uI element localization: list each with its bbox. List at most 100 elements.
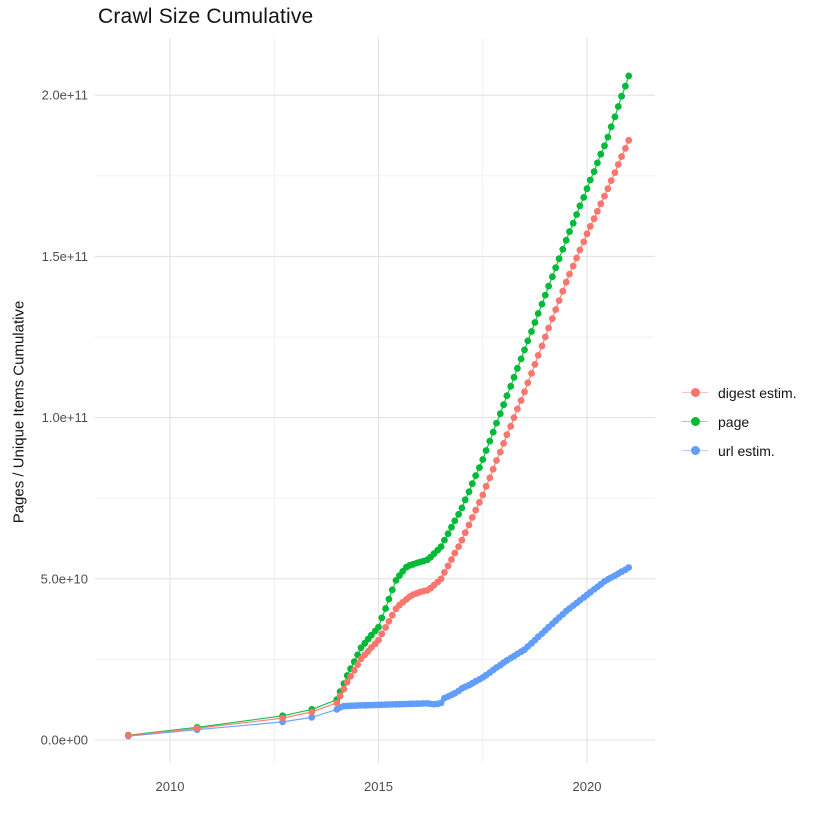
y-tick-label: 5.0e+10 xyxy=(41,571,88,586)
data-point xyxy=(580,238,588,246)
data-point xyxy=(594,159,601,167)
data-point xyxy=(604,185,612,193)
legend-item-url-estim: url estim. xyxy=(682,436,797,465)
data-point xyxy=(354,661,361,668)
data-point xyxy=(601,192,608,200)
data-point xyxy=(586,223,594,230)
data-point xyxy=(486,474,494,482)
data-point xyxy=(597,200,605,208)
data-point xyxy=(392,577,400,584)
data-point xyxy=(552,306,560,313)
page-dot-icon xyxy=(690,417,700,426)
legend-label-page: page xyxy=(718,413,750,430)
data-point xyxy=(545,282,552,290)
data-point xyxy=(486,437,494,445)
data-point xyxy=(538,342,546,350)
data-point xyxy=(562,236,570,244)
data-point xyxy=(573,254,580,262)
data-point xyxy=(375,623,382,631)
data-point xyxy=(444,530,452,538)
data-point xyxy=(496,410,504,418)
data-point xyxy=(493,419,500,427)
data-point xyxy=(625,564,633,571)
data-point xyxy=(479,491,487,499)
legend-label-url-estim: url estim. xyxy=(718,442,775,459)
data-point xyxy=(437,543,445,550)
data-point xyxy=(507,422,515,430)
data-point xyxy=(476,464,483,471)
data-point xyxy=(524,337,532,345)
data-point xyxy=(333,699,341,707)
data-point xyxy=(468,480,476,488)
data-point xyxy=(607,123,615,131)
data-point xyxy=(528,370,535,377)
data-point xyxy=(590,215,598,223)
x-tick-label: 2010 xyxy=(156,779,185,794)
data-point xyxy=(559,245,567,253)
data-point xyxy=(510,414,518,421)
data-point xyxy=(559,287,567,295)
data-point xyxy=(552,264,560,272)
data-point xyxy=(531,361,539,368)
data-point xyxy=(437,699,445,707)
data-point xyxy=(448,523,455,531)
data-point xyxy=(534,310,542,317)
data-point xyxy=(357,644,365,652)
data-point xyxy=(465,488,473,496)
data-point xyxy=(517,397,525,404)
data-point xyxy=(382,605,389,612)
data-point xyxy=(618,153,625,160)
series-digest-estim xyxy=(124,136,633,739)
data-point xyxy=(555,255,563,263)
data-point xyxy=(489,428,497,436)
data-point xyxy=(279,714,286,722)
data-point xyxy=(388,586,396,594)
y-axis-title-text: Pages / Unique Items Cumulative xyxy=(10,300,28,524)
data-point xyxy=(472,472,480,479)
data-point xyxy=(451,549,459,557)
legend: digest estim. page url estim. xyxy=(682,378,797,465)
y-tick-label: 1.5e+11 xyxy=(42,249,88,264)
data-point xyxy=(308,714,316,721)
data-point xyxy=(569,219,577,227)
data-point xyxy=(482,447,490,454)
data-point xyxy=(622,145,629,152)
data-point xyxy=(583,185,591,193)
data-point xyxy=(461,529,469,537)
series-url-estim xyxy=(124,564,633,740)
data-point xyxy=(521,346,528,354)
data-point xyxy=(611,169,619,177)
data-point xyxy=(555,297,563,304)
data-point xyxy=(378,614,386,622)
data-point xyxy=(385,595,393,603)
legend-key-page xyxy=(682,416,708,428)
data-point xyxy=(336,692,344,700)
data-point xyxy=(590,168,598,176)
data-point xyxy=(604,133,612,141)
x-tick-label: 2015 xyxy=(364,779,393,794)
data-point xyxy=(601,142,608,150)
data-point xyxy=(625,72,633,80)
legend-key-url-estim xyxy=(682,445,708,457)
data-point xyxy=(580,194,588,201)
data-point xyxy=(545,324,552,332)
data-point xyxy=(503,431,511,439)
data-point xyxy=(458,536,466,544)
data-point xyxy=(500,440,507,447)
data-point xyxy=(586,176,594,184)
data-point xyxy=(444,562,452,570)
data-point xyxy=(583,230,591,238)
data-point xyxy=(534,352,542,359)
data-point xyxy=(468,514,476,521)
data-point xyxy=(441,536,448,544)
data-point xyxy=(458,504,466,512)
data-point xyxy=(455,543,462,550)
data-point xyxy=(538,300,546,308)
x-tick-label: 2020 xyxy=(573,779,602,794)
data-point xyxy=(549,315,556,322)
data-point xyxy=(514,364,521,372)
data-point xyxy=(124,732,132,739)
data-point xyxy=(441,569,448,576)
data-point xyxy=(479,456,487,463)
